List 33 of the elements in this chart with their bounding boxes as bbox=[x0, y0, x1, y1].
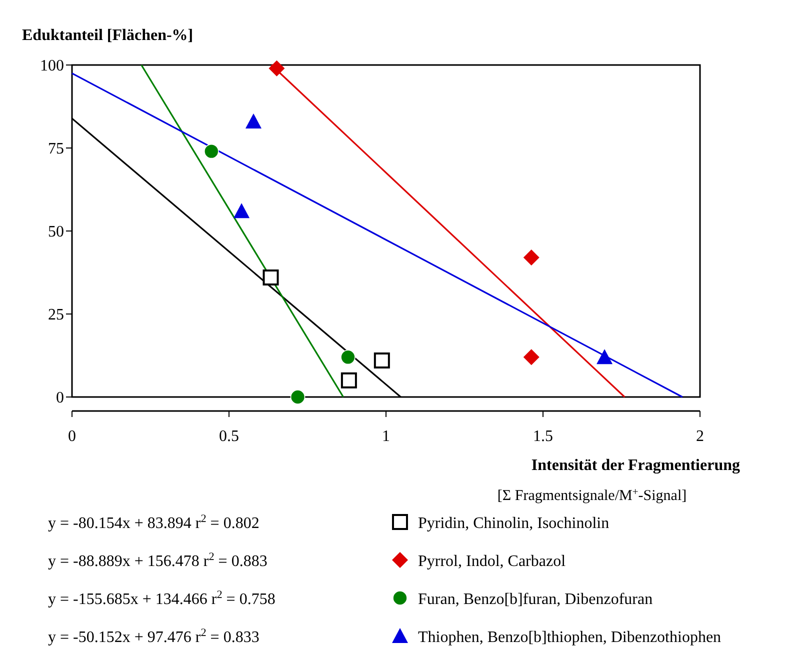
legend-label: Thiophen, Benzo[b]thiophen, Dibenzothiophen bbox=[418, 629, 722, 646]
y-axis-title: Eduktanteil [Flächen-%] bbox=[22, 27, 194, 44]
point bbox=[234, 203, 250, 218]
y-tick-label: 0 bbox=[56, 390, 64, 407]
x-tick-label: 2 bbox=[696, 428, 704, 445]
y-tick-label: 100 bbox=[40, 58, 64, 75]
x-tick-label: 0.5 bbox=[219, 428, 239, 445]
point bbox=[374, 352, 390, 368]
point bbox=[596, 349, 613, 364]
point bbox=[245, 113, 262, 128]
text: y = -80.154x + 83.894 r$^{2}$ = 0.802 bbox=[48, 513, 260, 532]
point bbox=[340, 372, 357, 388]
point bbox=[523, 349, 540, 366]
x-tick-label: 1.5 bbox=[533, 428, 553, 445]
text: [Σ Fragmentsignale/M$^{+}$-Signal] bbox=[497, 486, 687, 504]
point bbox=[204, 144, 219, 159]
x-tick-label: 1 bbox=[382, 428, 390, 445]
legend-label: Furan, Benzo[b]furan, Dibenzofuran bbox=[418, 591, 653, 608]
x-axis-title: Intensität der Fragmentierung bbox=[531, 457, 740, 474]
y-tick-label: 25 bbox=[48, 306, 64, 324]
point bbox=[290, 390, 306, 404]
point bbox=[340, 350, 356, 365]
y-tick-label: 50 bbox=[48, 224, 64, 241]
legend-label: Pyrrol, Indol, Carbazol bbox=[418, 553, 566, 570]
point bbox=[523, 250, 540, 266]
point bbox=[268, 60, 285, 76]
text: y = -155.685x + 134.466 r$^{2}$ = 0.758 bbox=[48, 589, 276, 608]
point bbox=[262, 269, 279, 286]
x-tick-label: 0 bbox=[68, 428, 76, 445]
legend-label: Pyridin, Chinolin, Isochinolin bbox=[418, 515, 610, 532]
text: y = -50.152x + 97.476 r$^{2}$ = 0.833 bbox=[48, 627, 260, 646]
text: y = -88.889x + 156.478 r$^{2}$ = 0.883 bbox=[48, 551, 268, 570]
y-tick-label: 75 bbox=[48, 140, 64, 158]
